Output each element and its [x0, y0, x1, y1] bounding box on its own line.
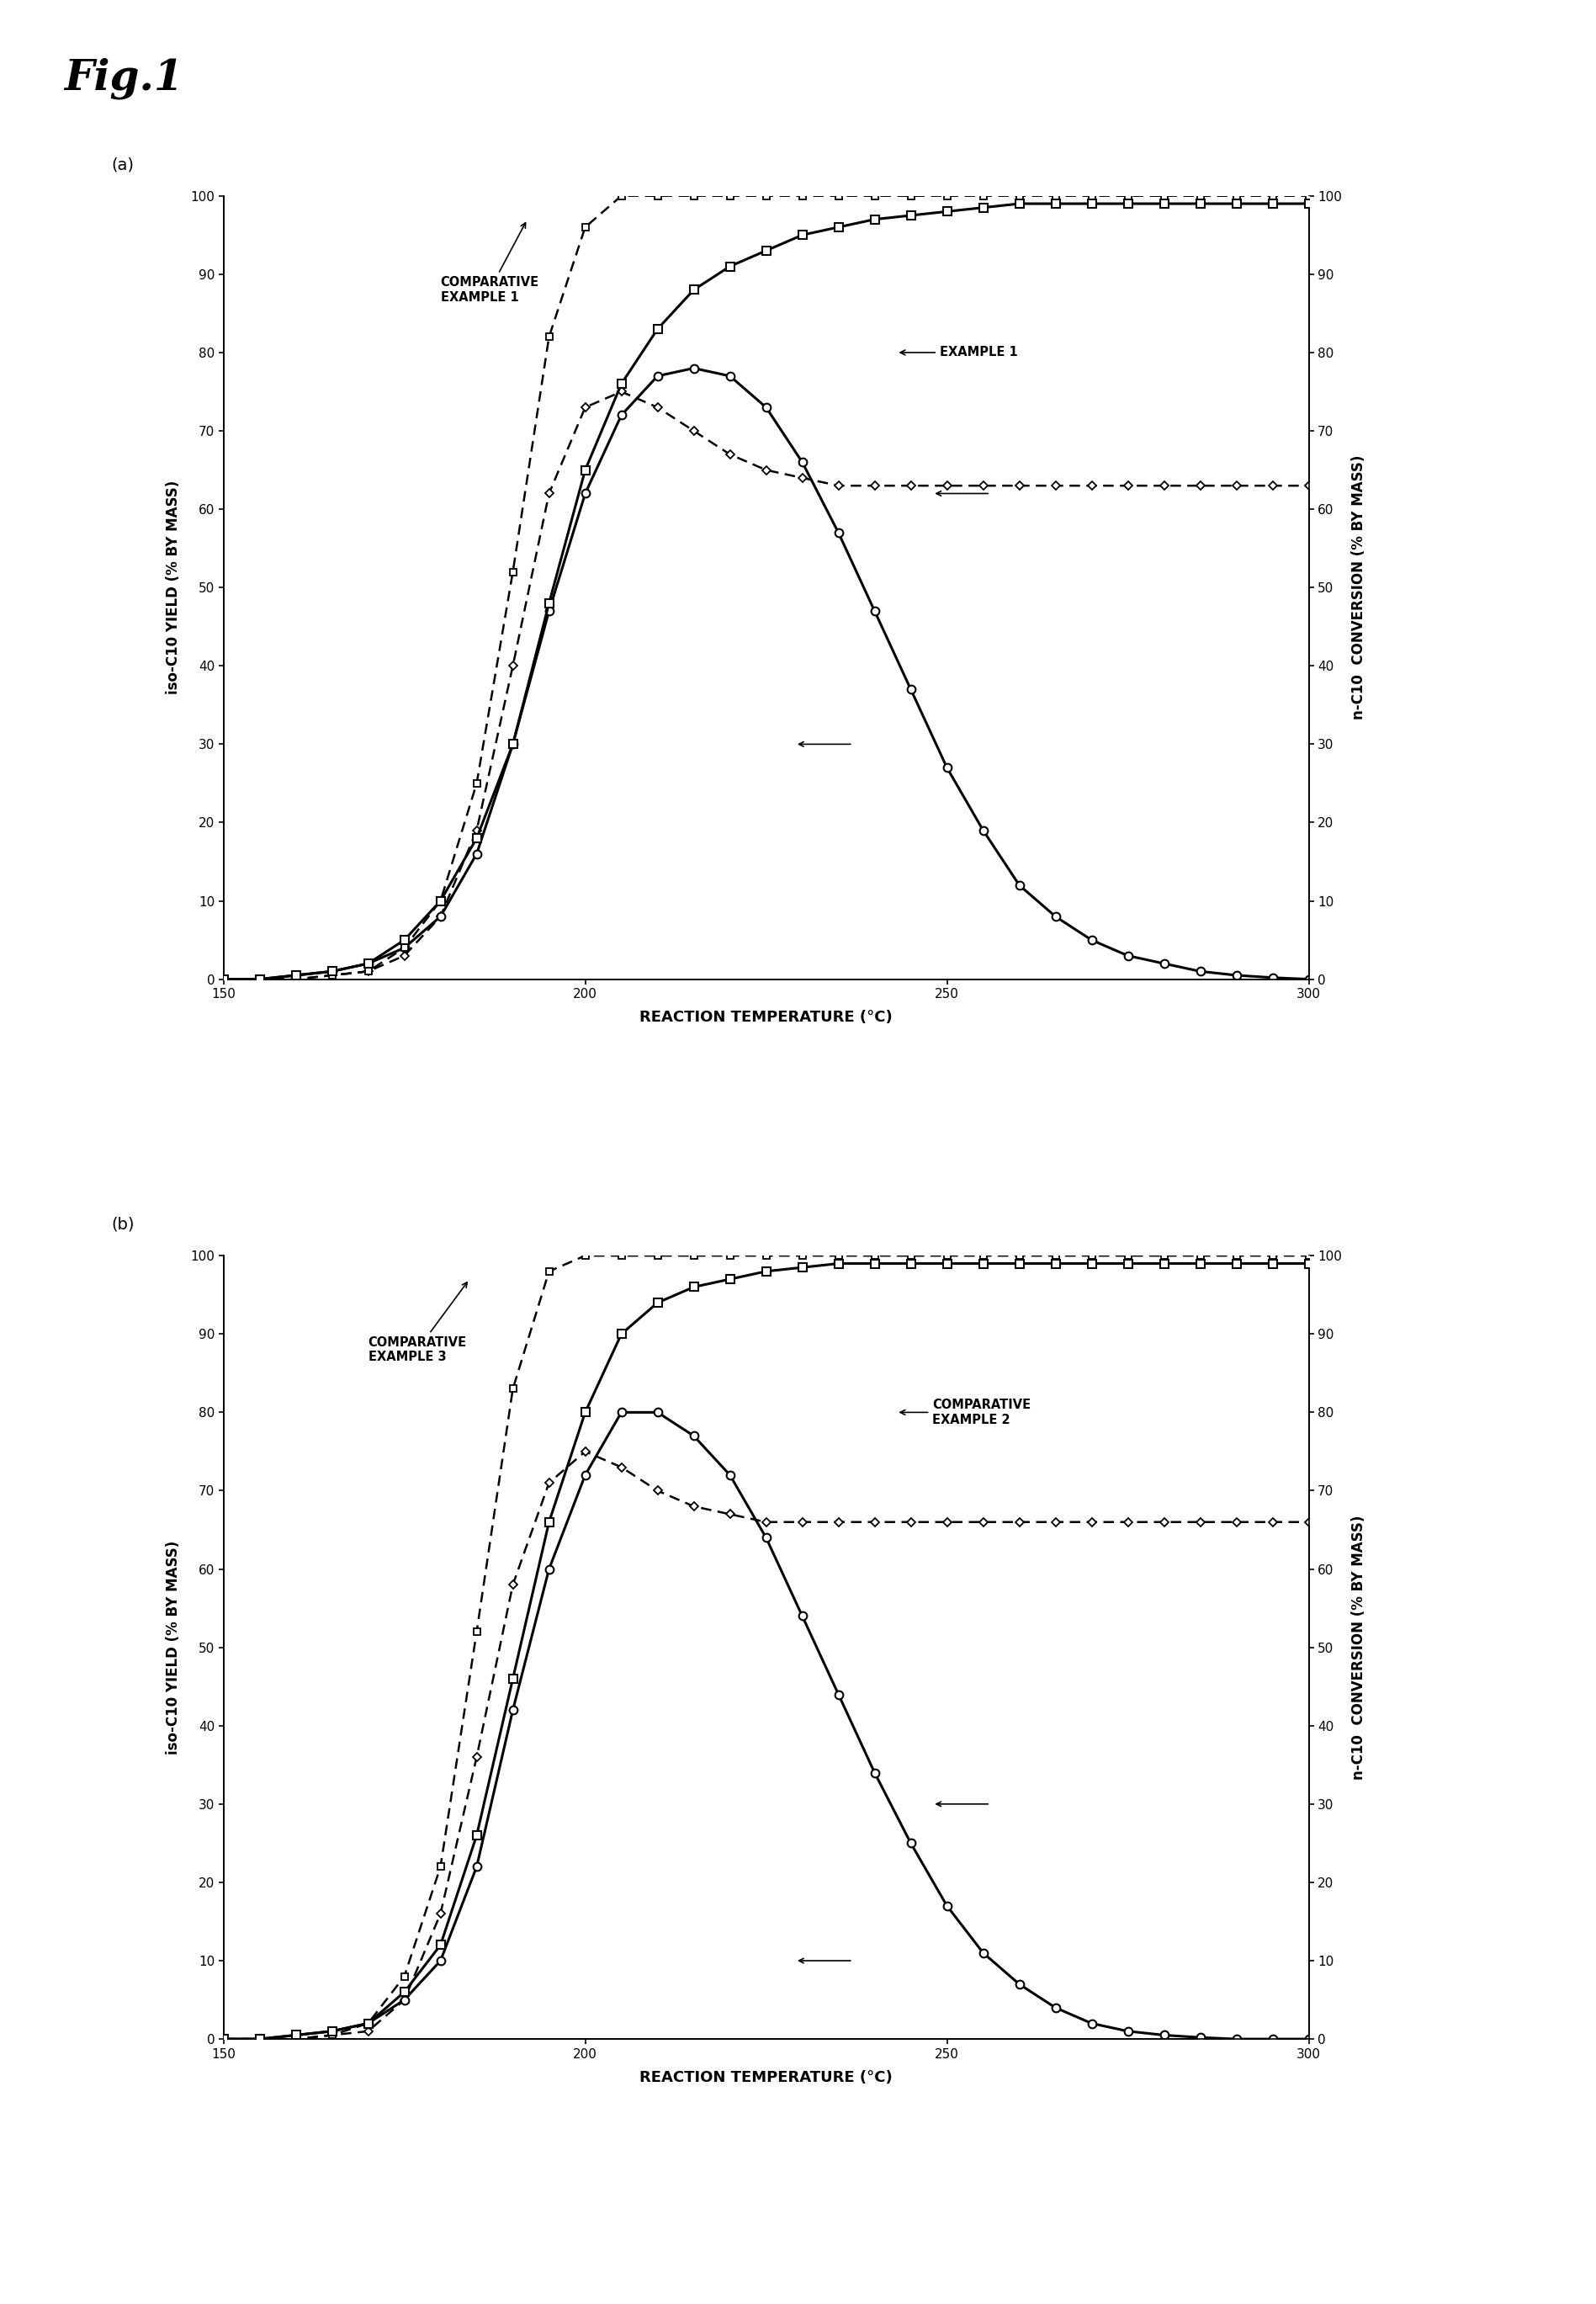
Y-axis label: iso-C10 YIELD (% BY MASS): iso-C10 YIELD (% BY MASS) — [166, 482, 180, 694]
Y-axis label: n-C10  CONVERSION (% BY MASS): n-C10 CONVERSION (% BY MASS) — [1352, 456, 1366, 719]
Text: COMPARATIVE
EXAMPLE 3: COMPARATIVE EXAMPLE 3 — [369, 1283, 468, 1364]
Y-axis label: iso-C10 YIELD (% BY MASS): iso-C10 YIELD (% BY MASS) — [166, 1541, 180, 1753]
Text: COMPARATIVE
EXAMPLE 2: COMPARATIVE EXAMPLE 2 — [900, 1399, 1031, 1426]
Y-axis label: n-C10  CONVERSION (% BY MASS): n-C10 CONVERSION (% BY MASS) — [1352, 1516, 1366, 1779]
Text: EXAMPLE 1: EXAMPLE 1 — [900, 346, 1018, 359]
X-axis label: REACTION TEMPERATURE (°C): REACTION TEMPERATURE (°C) — [640, 2069, 892, 2085]
Text: (a): (a) — [112, 157, 134, 173]
X-axis label: REACTION TEMPERATURE (°C): REACTION TEMPERATURE (°C) — [640, 1009, 892, 1025]
Text: (b): (b) — [112, 1217, 134, 1233]
Text: COMPARATIVE
EXAMPLE 1: COMPARATIVE EXAMPLE 1 — [440, 223, 539, 304]
Text: Fig.1: Fig.1 — [64, 58, 184, 99]
